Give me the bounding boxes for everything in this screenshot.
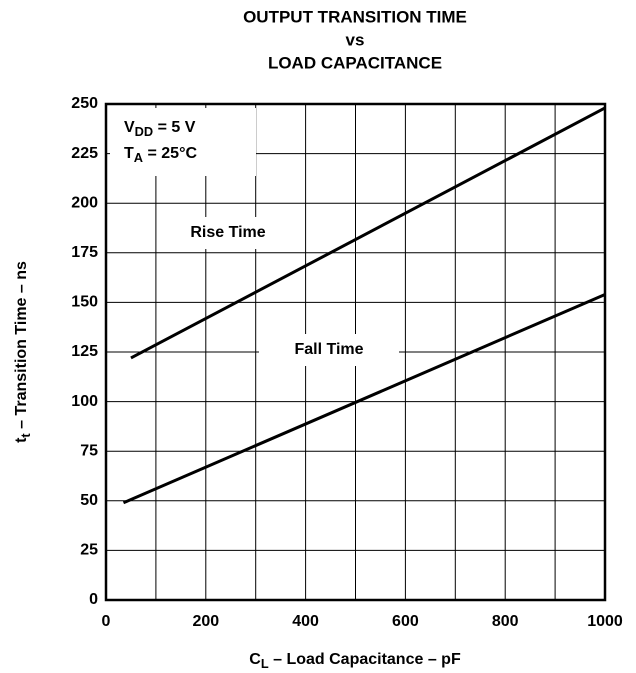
series-line (122, 293, 606, 505)
annotation-rest: = 5 V (153, 119, 196, 136)
y-tick-label: 0 (89, 591, 98, 608)
annotation-sub: A (134, 150, 143, 165)
x-tick-label: 800 (492, 613, 519, 630)
annotation-sub: DD (135, 124, 153, 139)
annotation: VDD = 5 V (124, 119, 196, 139)
x-tick-label: 200 (192, 613, 219, 630)
x-tick-label: 400 (292, 613, 319, 630)
series-line (130, 106, 606, 360)
x-tick-label: 0 (102, 613, 111, 630)
x-axis-label-rest: – Load Capacitance – pF (269, 651, 461, 668)
y-axis-label: tt – Transition Time – ns (13, 261, 33, 443)
x-axis-label-sub: L (261, 656, 269, 671)
x-axis-label-main: C (249, 651, 261, 668)
chart-title: OUTPUT TRANSITION TIME (243, 7, 467, 26)
y-tick-label: 25 (80, 542, 98, 559)
x-tick-label: 1000 (587, 613, 623, 630)
y-axis-label-sub: t (18, 433, 33, 438)
y-tick-label: 225 (71, 145, 98, 162)
y-axis-label-main: t (13, 437, 30, 443)
plot-frame (104, 102, 607, 602)
y-tick-label: 175 (71, 244, 98, 261)
y-axis-label-rest: – Transition Time – ns (13, 261, 30, 433)
y-tick-label: 250 (71, 95, 98, 112)
chart-title: LOAD CAPACITANCE (268, 53, 442, 72)
x-tick-label: 600 (392, 613, 419, 630)
annotation-main: T (124, 145, 134, 162)
annotation: TA = 25°C (124, 145, 197, 165)
annotation-box (110, 108, 256, 176)
y-tick-label: 150 (71, 294, 98, 311)
chart-title: vs (346, 30, 365, 49)
series-label-box (169, 217, 287, 249)
series-label-box (259, 334, 399, 366)
series-label: Rise Time (190, 224, 265, 241)
y-tick-label: 200 (71, 194, 98, 211)
series-label: Fall Time (294, 341, 363, 358)
y-tick-label: 100 (71, 393, 98, 410)
y-tick-label: 75 (80, 442, 98, 459)
annotation-rest: = 25°C (143, 145, 197, 162)
x-axis-label: CL – Load Capacitance – pF (249, 651, 461, 671)
y-tick-label: 50 (80, 492, 98, 509)
y-tick-label: 125 (71, 343, 98, 360)
annotation-main: V (124, 119, 135, 136)
